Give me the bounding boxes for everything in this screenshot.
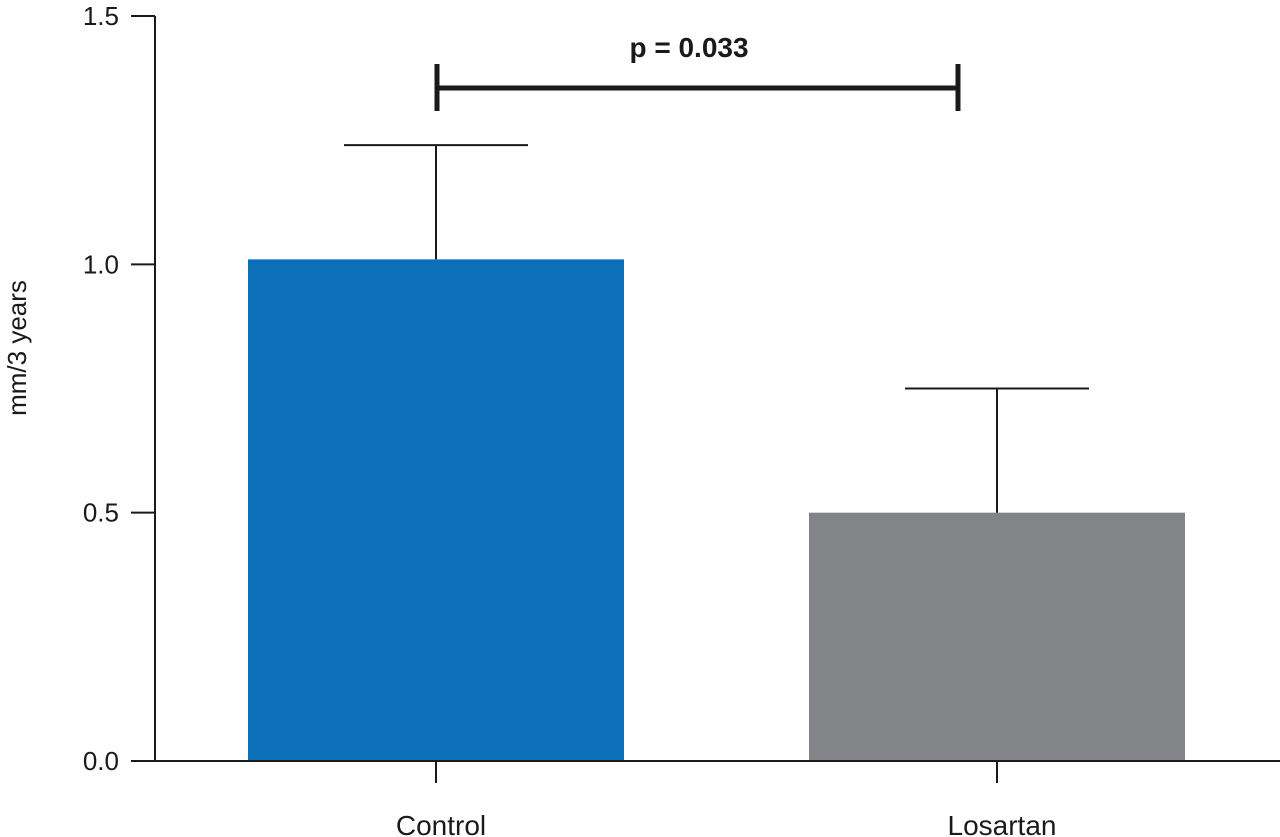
- x-tick-label: Control: [396, 810, 486, 837]
- y-tick-label: 1.0: [83, 249, 119, 279]
- p-value-label: p = 0.033: [629, 32, 748, 63]
- bar-losartan: [809, 512, 1185, 761]
- bar-control: [248, 259, 624, 761]
- y-tick-label: 0.0: [83, 746, 119, 776]
- y-tick-label: 1.5: [83, 1, 119, 31]
- x-tick-label: Losartan: [948, 810, 1057, 837]
- y-tick-label: 0.5: [83, 498, 119, 528]
- y-axis-label: mm/3 years: [2, 280, 32, 416]
